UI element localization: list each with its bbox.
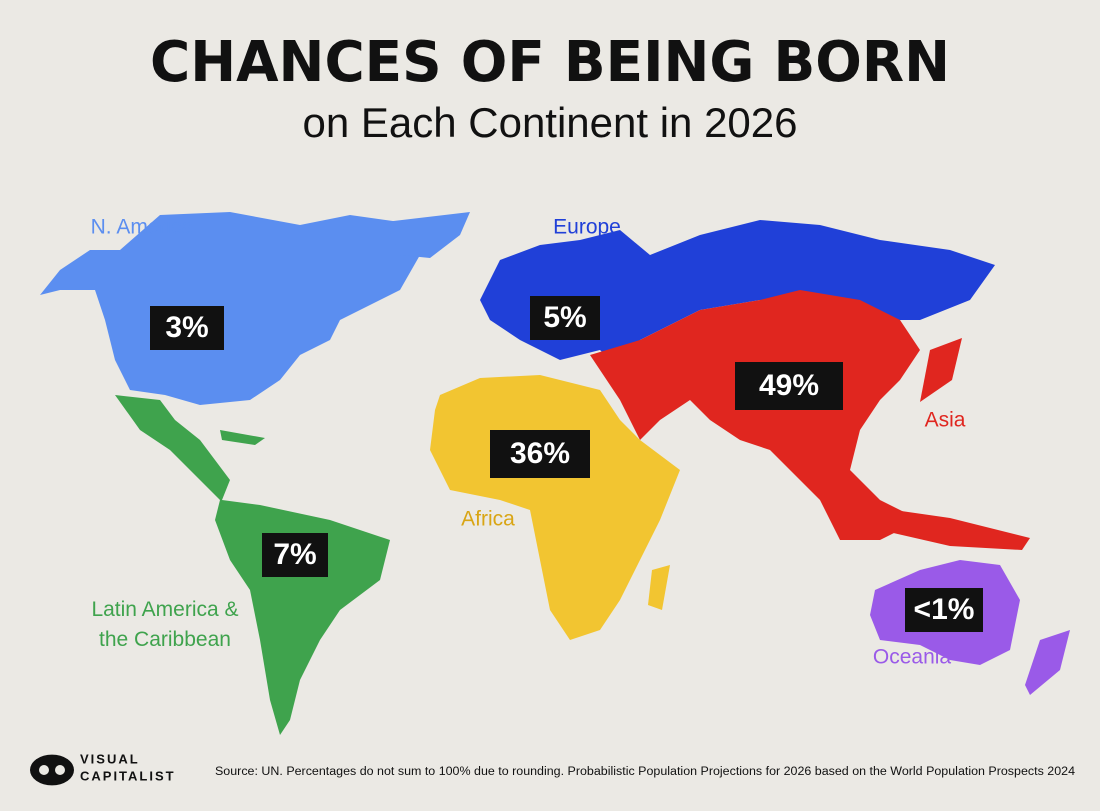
logo-mark (39, 765, 49, 775)
logo-text: VISUAL (80, 751, 140, 766)
landmass (590, 290, 920, 540)
subtitle: on Each Continent in 2026 (302, 99, 797, 146)
landmass (220, 430, 265, 445)
source-note: Source: UN. Percentages do not sum to 10… (215, 766, 1076, 778)
logo-mark (30, 754, 74, 786)
region-name: Europe (553, 216, 621, 239)
landmass (40, 212, 420, 405)
share: 3% (165, 311, 208, 344)
map (40, 212, 1070, 735)
badge (262, 533, 328, 577)
logo: VISUAL CAPITALIST (30, 751, 176, 786)
logo-text: CAPITALIST (80, 768, 176, 783)
landmass (1025, 630, 1070, 695)
logo-mark (55, 765, 65, 775)
share: 49% (759, 369, 819, 402)
badge (490, 430, 590, 478)
landmass (385, 212, 470, 258)
badge (530, 296, 600, 340)
landmass (880, 508, 1030, 550)
share: 36% (510, 437, 570, 470)
region-name: Latin America & the Caribbean (91, 598, 238, 651)
region-name: Oceania (873, 646, 952, 669)
label-line: Latin America & (91, 598, 238, 621)
labels: N. America Latin America & the Caribbean … (91, 216, 966, 669)
label-line: the Caribbean (99, 628, 231, 651)
region-name: N. America (91, 216, 194, 239)
north-america (40, 212, 470, 405)
asia (590, 290, 1030, 550)
landmass (480, 220, 995, 370)
landmass (648, 565, 670, 610)
title: CHANCES OF BEING BORN (150, 30, 950, 95)
landmass (115, 395, 390, 735)
latin-america (115, 395, 390, 735)
landmass (920, 338, 962, 402)
europe (480, 220, 995, 370)
badge (150, 306, 224, 350)
badge (735, 362, 843, 410)
region-name: Asia (925, 409, 966, 432)
share: 5% (543, 301, 586, 334)
region-name: Africa (461, 508, 515, 531)
share: <1% (914, 593, 975, 626)
share: 7% (273, 538, 316, 571)
share-badges: 3% 7% 5% 36% 49% <1% (150, 296, 983, 632)
badge (905, 588, 983, 632)
